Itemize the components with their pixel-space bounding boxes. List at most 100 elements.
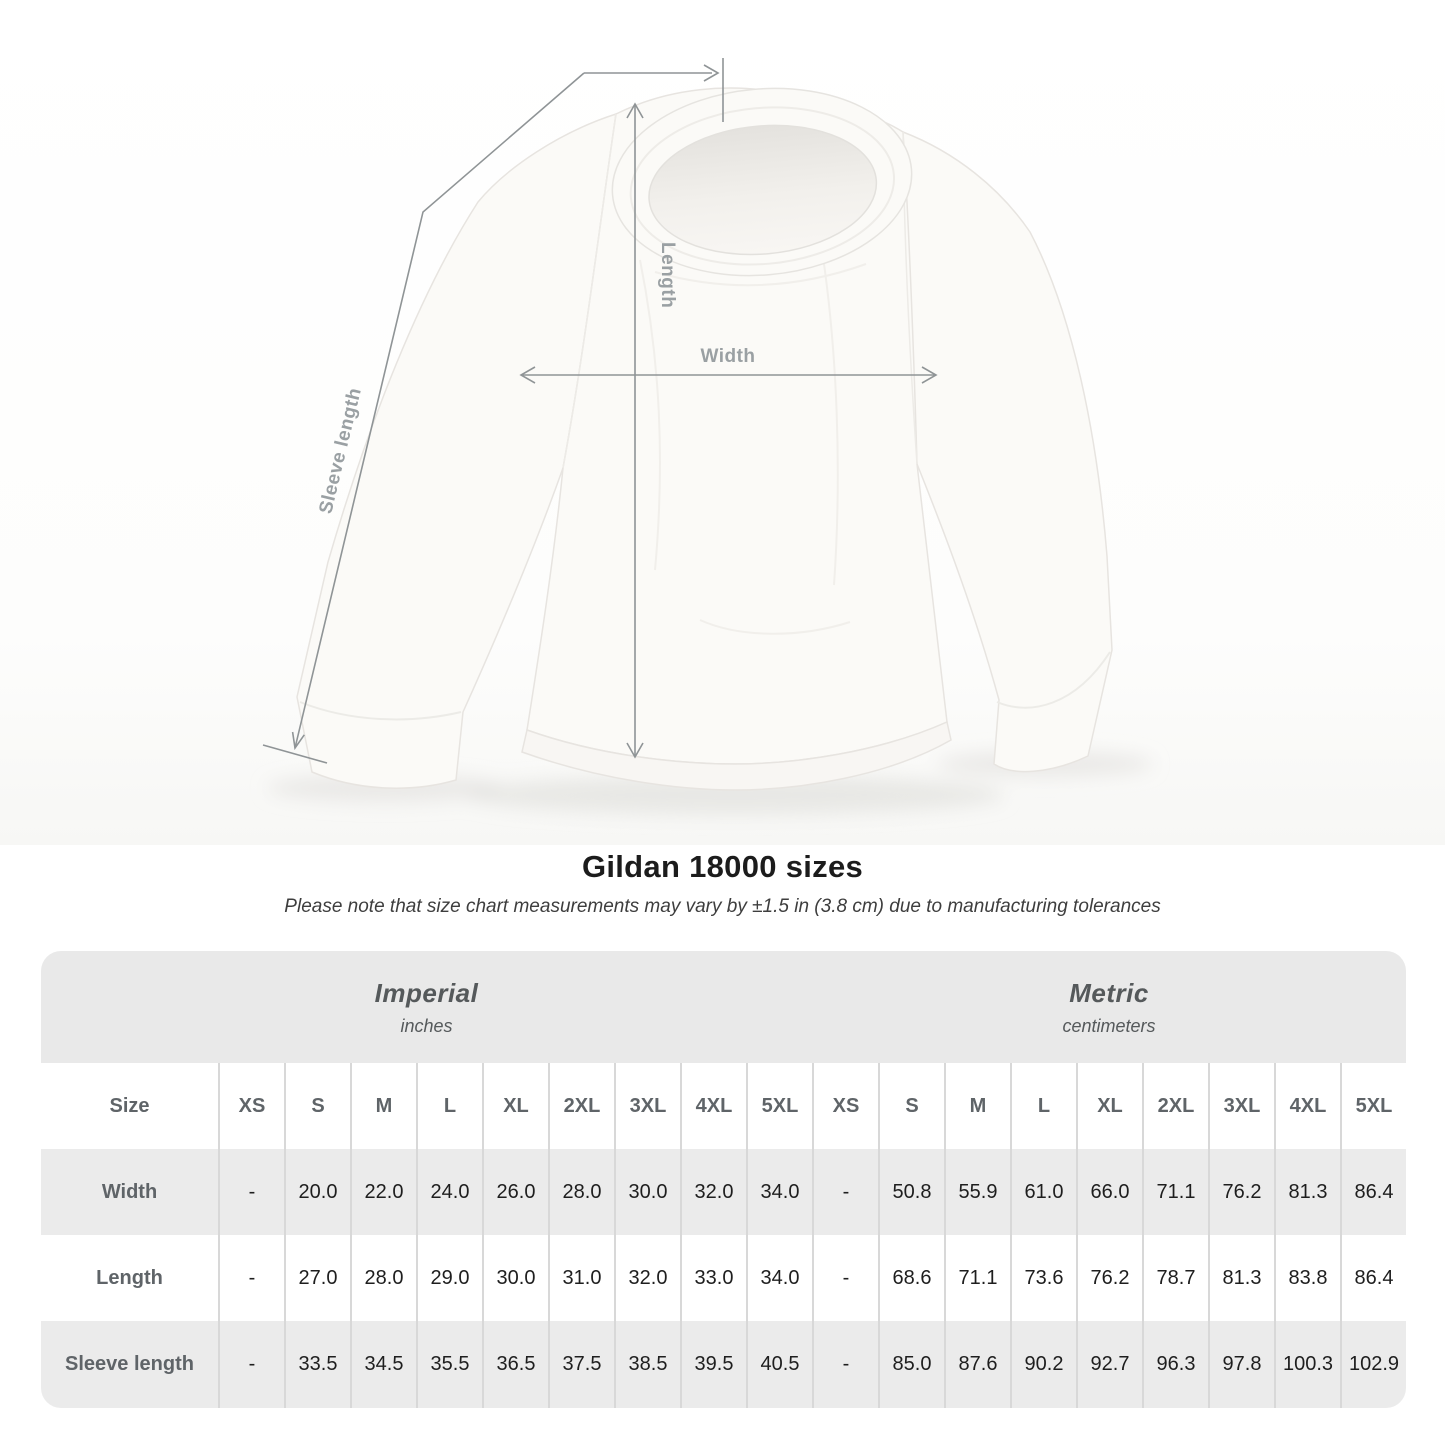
size-value: 73.6: [1010, 1235, 1076, 1321]
size-header-m: M: [350, 1063, 416, 1149]
row-label: Length: [96, 1266, 163, 1289]
size-header-xs: XS: [218, 1063, 284, 1149]
size-value: 96.3: [1142, 1321, 1208, 1408]
size-header-s: S: [878, 1063, 944, 1149]
size-value: 66.0: [1076, 1149, 1142, 1235]
size-value: 33.5: [284, 1321, 350, 1408]
table-row-sleeve-length: Sleeve length -33.5 34.5 35.5 36.5 37.5 38.5 39…: [41, 1321, 1406, 1408]
size-header-3xl: 3XL: [614, 1063, 680, 1149]
size-header-4xl: 4XL: [1274, 1063, 1340, 1149]
size-value: 87.6: [944, 1321, 1010, 1408]
sweatshirt-graphic: [296, 87, 1113, 791]
size-value: -: [218, 1149, 284, 1235]
size-header-4xl: 4XL: [680, 1063, 746, 1149]
size-value: 35.5: [416, 1321, 482, 1408]
unit-header-band: Imperial inches Metric centimeters: [41, 951, 1406, 1063]
size-value: 34.5: [350, 1321, 416, 1408]
size-value: 37.5: [548, 1321, 614, 1408]
length-arrow: [626, 102, 644, 759]
size-value: 39.5: [680, 1321, 746, 1408]
size-value: 29.0: [416, 1235, 482, 1321]
size-header-l: L: [416, 1063, 482, 1149]
size-value: 85.0: [878, 1321, 944, 1408]
size-header-row: Size XS S M L XL 2XL 3XL 4XL 5XL XS S M L XL 2XL 3XL 4XL 5…: [41, 1063, 1406, 1149]
size-value: 22.0: [350, 1149, 416, 1235]
imperial-section-header: Imperial inches: [41, 951, 812, 1063]
size-value: 31.0: [548, 1235, 614, 1321]
width-label: Width: [700, 346, 755, 367]
right-cuff-seam: [996, 651, 1111, 709]
size-value: 28.0: [548, 1149, 614, 1235]
size-header-xs: XS: [812, 1063, 878, 1149]
metric-unit-label: centimeters: [1062, 1015, 1156, 1036]
size-table: Imperial inches Metric centimeters Size X…: [41, 951, 1406, 1408]
size-col-header: Size: [109, 1094, 150, 1117]
size-value: 55.9: [944, 1149, 1010, 1235]
size-value: 71.1: [944, 1235, 1010, 1321]
size-header-2xl: 2XL: [548, 1063, 614, 1149]
size-header-m: M: [944, 1063, 1010, 1149]
size-value: -: [812, 1149, 878, 1235]
size-header-3xl: 3XL: [1208, 1063, 1274, 1149]
table-row-length: Length -27.0 28.0 29.0 30.0 31.0 32.0 33.0 34.0-…: [41, 1235, 1406, 1321]
table-row-width: Width -20.0 22.0 24.0 26.0 28.0 30.0 32.0 34.0-5…: [41, 1149, 1406, 1235]
size-value: 71.1: [1142, 1149, 1208, 1235]
size-value: 86.4: [1340, 1235, 1406, 1321]
size-value: 38.5: [614, 1321, 680, 1408]
imperial-unit-label: inches: [400, 1015, 453, 1036]
fabric-folds: [639, 249, 867, 635]
metric-label: Metric: [1069, 977, 1149, 1008]
size-value: 61.0: [1010, 1149, 1076, 1235]
size-value: 30.0: [614, 1149, 680, 1235]
length-label: Length: [657, 242, 678, 308]
size-value: 92.7: [1076, 1321, 1142, 1408]
waistband: [521, 720, 952, 791]
size-value: 97.8: [1208, 1321, 1274, 1408]
size-value: 76.2: [1208, 1149, 1274, 1235]
size-header-s: S: [284, 1063, 350, 1149]
sleeve-length-arrow: [262, 58, 724, 764]
size-value: 36.5: [482, 1321, 548, 1408]
size-value: 26.0: [482, 1149, 548, 1235]
size-value: 100.3: [1274, 1321, 1340, 1408]
size-value: 102.9: [1340, 1321, 1406, 1408]
size-value: 68.6: [878, 1235, 944, 1321]
size-value: 76.2: [1076, 1235, 1142, 1321]
size-value: -: [218, 1321, 284, 1408]
size-value: 50.8: [878, 1149, 944, 1235]
size-header-xl: XL: [1076, 1063, 1142, 1149]
size-value: 24.0: [416, 1149, 482, 1235]
size-header-l: L: [1010, 1063, 1076, 1149]
row-label: Sleeve length: [65, 1353, 194, 1375]
left-cuff-seam: [299, 701, 462, 721]
size-value: 27.0: [284, 1235, 350, 1321]
size-value: 90.2: [1010, 1321, 1076, 1408]
measurement-annotations: [262, 58, 938, 764]
size-header-5xl: 5XL: [1340, 1063, 1406, 1149]
size-header-2xl: 2XL: [1142, 1063, 1208, 1149]
size-value: 86.4: [1340, 1149, 1406, 1235]
size-value: 28.0: [350, 1235, 416, 1321]
size-value: 78.7: [1142, 1235, 1208, 1321]
imperial-label: Imperial: [374, 977, 479, 1008]
size-value: 81.3: [1274, 1149, 1340, 1235]
size-value: -: [218, 1235, 284, 1321]
size-value: 40.5: [746, 1321, 812, 1408]
tolerance-note: Please note that size chart measurements…: [284, 896, 1161, 917]
size-value: 20.0: [284, 1149, 350, 1235]
size-value: 32.0: [614, 1235, 680, 1321]
size-value: 30.0: [482, 1235, 548, 1321]
size-header-5xl: 5XL: [746, 1063, 812, 1149]
product-photo: Length Width Sleeve length: [0, 0, 1445, 845]
size-header-xl: XL: [482, 1063, 548, 1149]
size-value: 83.8: [1274, 1235, 1340, 1321]
size-value: -: [812, 1235, 878, 1321]
size-value: 34.0: [746, 1149, 812, 1235]
left-armhole-seam: [562, 113, 617, 469]
width-arrow: [519, 366, 938, 384]
page-title: Gildan 18000 sizes: [581, 849, 864, 884]
size-value: 81.3: [1208, 1235, 1274, 1321]
size-table-body: Width -20.0 22.0 24.0 26.0 28.0 30.0 32.0 34.0-5…: [41, 1149, 1406, 1408]
size-value: 34.0: [746, 1235, 812, 1321]
